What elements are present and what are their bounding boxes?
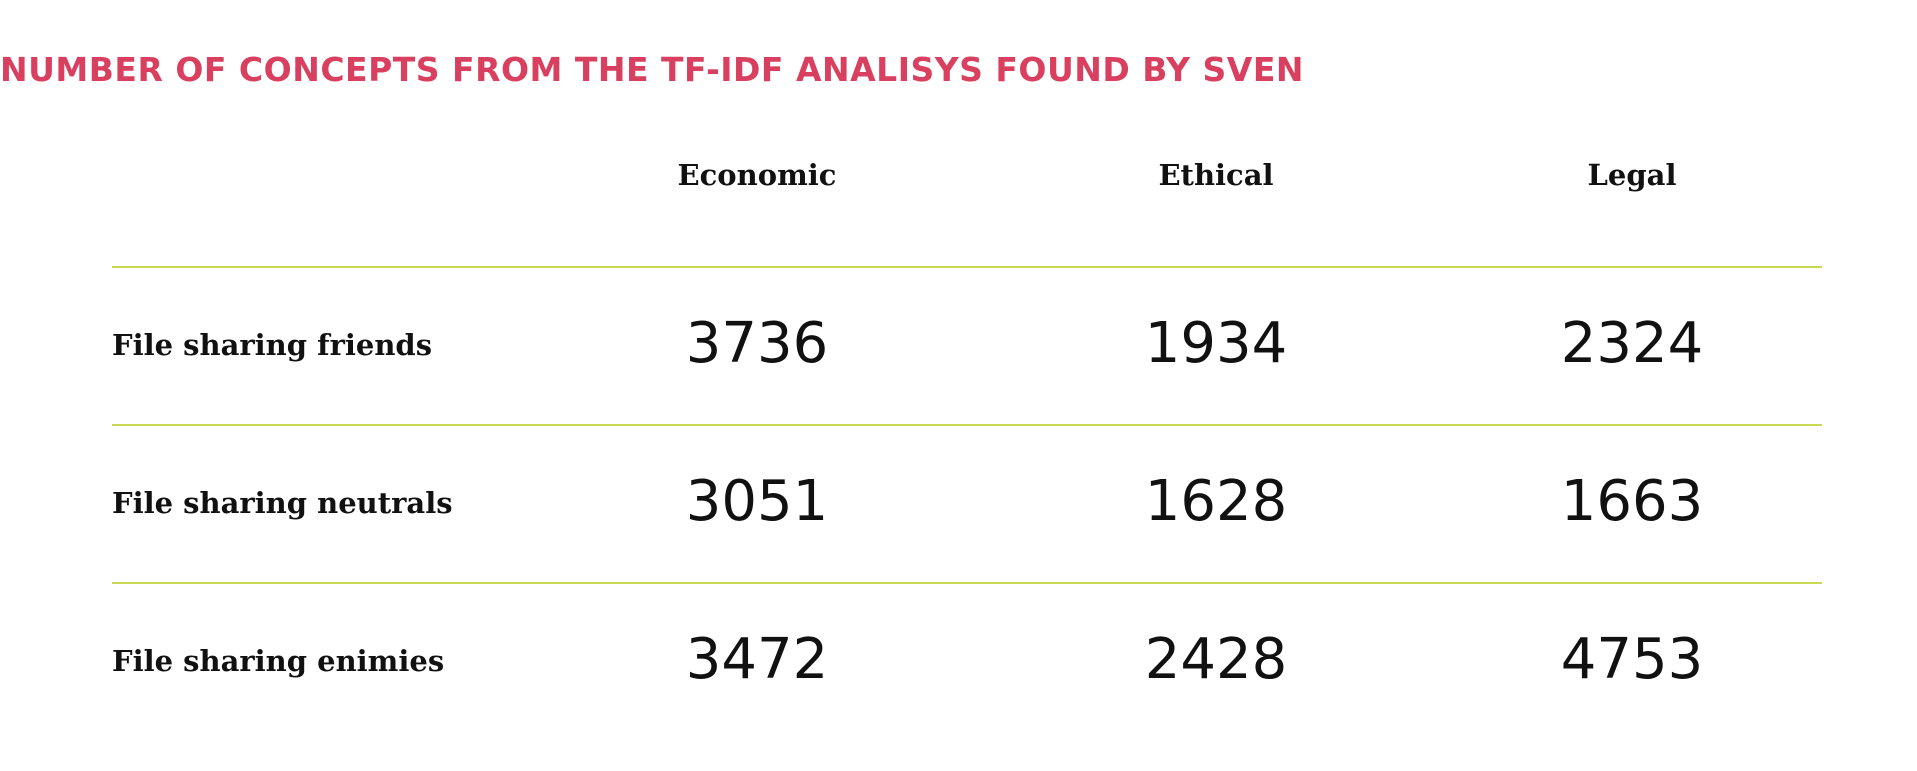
row-label: File sharing friends xyxy=(112,328,432,362)
table-cell-value: 1628 xyxy=(1145,469,1288,534)
table-cell-value: 2428 xyxy=(1145,627,1288,692)
column-header: Legal xyxy=(1588,158,1677,192)
row-label: File sharing neutrals xyxy=(112,486,453,520)
chart-title: NUMBER OF CONCEPTS FROM THE TF-IDF ANALI… xyxy=(0,50,1304,89)
table-cell-value: 3472 xyxy=(686,627,829,692)
column-header: Economic xyxy=(678,158,837,192)
table-cell-value: 4753 xyxy=(1561,627,1704,692)
table-cell-value: 2324 xyxy=(1561,311,1704,376)
column-header: Ethical xyxy=(1158,158,1273,192)
table-cell-value: 1663 xyxy=(1561,469,1704,534)
table-cell-value: 3051 xyxy=(686,469,829,534)
table-cell-value: 3736 xyxy=(686,311,829,376)
table-cell-value: 1934 xyxy=(1145,311,1288,376)
row-label: File sharing enimies xyxy=(112,644,444,678)
